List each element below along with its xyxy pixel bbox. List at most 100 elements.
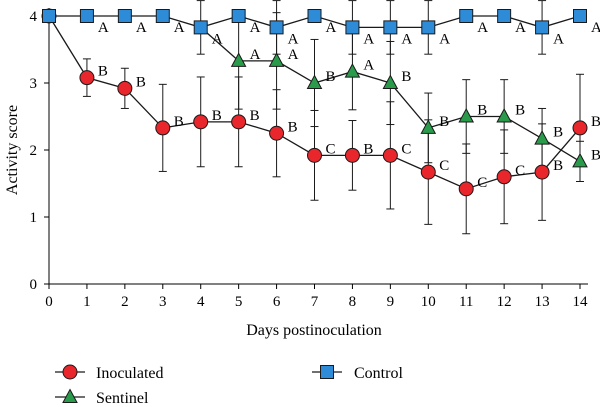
inoculated-significance-label: B xyxy=(136,74,146,90)
control-significance-label: A xyxy=(174,20,185,36)
inoculated-significance-label: B xyxy=(174,114,184,130)
control-point xyxy=(307,9,322,23)
inoculated-point xyxy=(534,164,550,180)
series-markers xyxy=(41,8,588,197)
inoculated-point xyxy=(231,114,247,130)
inoculated-point xyxy=(572,120,588,136)
control-point xyxy=(535,20,550,35)
sentinel-significance-label: B xyxy=(515,103,525,119)
sentinel-significance-label: B xyxy=(326,69,336,85)
x-axis-title: Days postinoculation xyxy=(246,322,382,339)
control-point xyxy=(345,20,360,35)
sentinel-significance-label: B xyxy=(439,114,449,130)
sentinel-significance-label: A xyxy=(363,58,374,74)
control-significance-label: A xyxy=(136,20,147,36)
sentinel-point xyxy=(382,74,399,89)
x-tick-label: 10 xyxy=(421,294,436,310)
control-significance-label: A xyxy=(250,20,261,36)
x-tick-label: 12 xyxy=(497,294,512,310)
y-tick-label: 4 xyxy=(30,9,38,25)
x-tick-label: 8 xyxy=(349,294,357,310)
x-tick-label: 5 xyxy=(235,294,243,310)
legend: Inoculated Control Sentinel xyxy=(55,364,403,407)
y-tick-label: 2 xyxy=(30,143,38,159)
control-point xyxy=(573,9,587,23)
sentinel-significance-label: A xyxy=(250,47,261,63)
control-significance-label: A xyxy=(439,31,450,47)
inoculated-significance-label: B xyxy=(288,119,298,135)
control-significance-label: A xyxy=(212,31,223,47)
control-significance-label: A xyxy=(401,31,412,47)
sentinel-point xyxy=(268,52,285,67)
sentinel-significance-label: B xyxy=(591,147,600,163)
sentinel-significance-label: A xyxy=(288,47,299,63)
legend-marker-inoculated xyxy=(62,364,78,380)
control-significance-label: A xyxy=(553,31,564,47)
control-point xyxy=(231,9,246,23)
x-tick-label: 11 xyxy=(459,294,473,310)
control-point xyxy=(459,9,474,23)
y-tick-label: 3 xyxy=(30,76,38,92)
control-significance-label: A xyxy=(477,20,488,36)
inoculated-significance-label: B xyxy=(553,158,563,174)
sentinel-significance-label: B xyxy=(477,103,487,119)
control-point xyxy=(155,9,170,23)
inoculated-point xyxy=(307,147,322,163)
x-tick-label: 7 xyxy=(311,294,319,310)
control-significance-label: A xyxy=(591,20,600,36)
legend-marker-control xyxy=(320,365,334,379)
inoculated-significance-label: B xyxy=(98,64,108,80)
x-tick-label: 0 xyxy=(45,294,53,310)
x-tick-label: 13 xyxy=(535,294,550,310)
x-tick-label: 3 xyxy=(159,294,167,310)
inoculated-point xyxy=(496,169,512,185)
control-point xyxy=(42,9,56,23)
control-point xyxy=(383,20,398,35)
sentinel-point xyxy=(534,130,550,145)
sentinel-point xyxy=(572,152,588,168)
inoculated-point xyxy=(117,80,133,96)
inoculated-point xyxy=(193,114,209,130)
inoculated-significance-label: C xyxy=(326,141,336,157)
sentinel-line xyxy=(238,60,581,162)
control-significance-label: A xyxy=(326,20,337,36)
y-tick-label: 1 xyxy=(30,210,38,226)
inoculated-significance-label: C xyxy=(401,141,411,157)
inoculated-point xyxy=(458,181,474,197)
legend-marker-sentinel xyxy=(62,388,78,403)
legend-label-inoculated: Inoculated xyxy=(96,365,164,382)
x-tick-label: 2 xyxy=(121,294,129,310)
inoculated-point xyxy=(420,164,436,180)
inoculated-point xyxy=(382,147,398,163)
y-tick-label: 0 xyxy=(30,277,38,293)
inoculated-point xyxy=(344,147,360,163)
inoculated-point xyxy=(269,125,285,141)
sentinel-significance-label: B xyxy=(401,69,411,85)
inoculated-significance-label: B xyxy=(250,108,260,124)
sentinel-point xyxy=(344,63,361,78)
sentinel-point xyxy=(306,74,323,89)
control-point xyxy=(117,9,132,23)
control-significance-label: A xyxy=(98,20,109,36)
sentinel-point xyxy=(496,107,512,123)
inoculated-point xyxy=(79,70,95,86)
inoculated-point xyxy=(155,120,171,136)
control-point xyxy=(79,9,94,23)
control-significance-label: A xyxy=(363,31,374,47)
y-axis-title: Activity score xyxy=(4,105,21,195)
control-point xyxy=(193,20,208,35)
control-significance-label: A xyxy=(288,31,299,47)
inoculated-significance-label: C xyxy=(515,163,525,179)
x-tick-label: 14 xyxy=(573,294,589,310)
x-tick-label: 6 xyxy=(273,294,281,310)
legend-label-sentinel: Sentinel xyxy=(96,390,149,407)
inoculated-significance-label: B xyxy=(212,108,222,124)
inoculated-significance-label: B xyxy=(363,141,373,157)
control-point xyxy=(269,20,284,35)
control-point xyxy=(421,20,436,35)
sentinel-significance-label: B xyxy=(553,125,563,141)
inoculated-significance-label: C xyxy=(439,158,449,174)
